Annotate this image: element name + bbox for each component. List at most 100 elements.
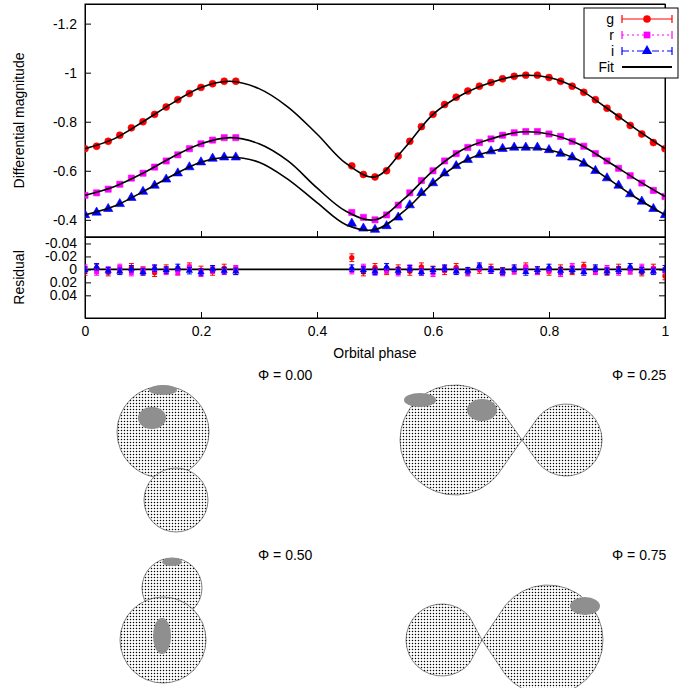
point: [521, 142, 530, 150]
tick-mark: [659, 220, 665, 221]
axis: [86, 4, 666, 10]
point: [428, 178, 437, 186]
tick-mark: [549, 4, 550, 10]
point: [453, 267, 460, 273]
point: [499, 267, 506, 273]
tick: [201, 231, 202, 237]
tick: 0.6: [424, 312, 444, 339]
tick-mark: [659, 171, 665, 172]
point: [511, 264, 518, 270]
point: [510, 142, 519, 150]
tick: -1: [65, 65, 91, 81]
tick-label: 0: [82, 323, 90, 339]
point: [522, 268, 529, 274]
tick: -1.2: [53, 16, 91, 32]
star: [522, 404, 602, 476]
tick: -0.6: [53, 163, 91, 179]
axis: 00.20.40.60.81: [82, 312, 670, 339]
legend-cap: [622, 31, 672, 39]
fit-line: [85, 147, 665, 230]
tick: [549, 231, 550, 237]
point: [116, 267, 123, 273]
tick: 0.2: [192, 312, 212, 339]
legend-label: i: [611, 43, 614, 59]
point: [464, 267, 471, 273]
legend-marker: [643, 15, 651, 23]
tick: [659, 171, 665, 172]
point: [105, 267, 112, 273]
point: [174, 263, 181, 269]
legend: griFit: [584, 8, 678, 78]
axis: -0.04-0.0200.020.04: [45, 235, 91, 318]
point: [487, 266, 494, 272]
point: [476, 262, 483, 268]
point: [371, 267, 378, 273]
tick: [433, 231, 434, 237]
tick-label: -1: [65, 65, 78, 81]
tick: 0.04: [50, 287, 91, 303]
point: [221, 267, 228, 273]
plot-frame: [85, 237, 665, 318]
point: [93, 263, 100, 269]
tick-label: -0.6: [53, 163, 77, 179]
star: [400, 385, 522, 495]
tick-mark: [665, 231, 666, 237]
tick: 0.8: [540, 312, 560, 339]
point: [220, 152, 229, 160]
tick-mark: [85, 220, 91, 221]
point: [592, 264, 599, 270]
tick-mark: [201, 312, 202, 318]
tick: [433, 4, 434, 10]
point: [395, 267, 402, 273]
axis-line: [86, 238, 92, 319]
legend-cap: [622, 15, 672, 23]
phase-label: Φ = 0.75: [612, 547, 667, 563]
legend-label: g: [606, 11, 614, 27]
point: [151, 264, 158, 270]
tick-label: -0.8: [53, 114, 77, 130]
tick: [659, 122, 665, 123]
tick: [665, 231, 666, 237]
point: [569, 266, 576, 272]
tick-label: 0.4: [308, 323, 328, 339]
tick: [317, 4, 318, 10]
tick-mark: [85, 312, 86, 318]
star-spot: [153, 618, 171, 654]
residual-series-2: [85, 262, 665, 275]
tick: [659, 295, 665, 296]
legend-entry: r: [609, 27, 672, 43]
tick-mark: [433, 4, 434, 10]
plot-area: [85, 254, 665, 280]
point: [627, 263, 634, 269]
tick-mark: [317, 312, 318, 318]
point: [383, 263, 390, 269]
tick-mark: [201, 4, 202, 10]
phase-label: Φ = 0.25: [612, 367, 667, 383]
point: [197, 268, 204, 274]
tick-mark: [85, 122, 91, 123]
tick: [659, 282, 665, 283]
point: [580, 268, 587, 274]
series-2: [85, 142, 665, 232]
tick: [549, 4, 550, 10]
tick-mark: [317, 4, 318, 10]
star-models: [117, 385, 603, 688]
tick-mark: [659, 122, 665, 123]
point: [128, 265, 135, 271]
point: [441, 264, 448, 270]
tick-mark: [201, 231, 202, 237]
legend-label: r: [609, 27, 614, 43]
tick-mark: [659, 243, 665, 244]
tick-mark: [433, 312, 434, 318]
tick-mark: [549, 312, 550, 318]
point: [232, 267, 239, 273]
legend-marker: [642, 45, 652, 54]
residual-series-0: [85, 254, 665, 280]
point: [209, 265, 216, 271]
fit-line: [85, 75, 665, 177]
tick-mark: [85, 4, 86, 10]
tick-mark: [85, 243, 91, 244]
star: [120, 597, 206, 683]
tick: [85, 231, 86, 237]
tick-mark: [85, 282, 91, 283]
